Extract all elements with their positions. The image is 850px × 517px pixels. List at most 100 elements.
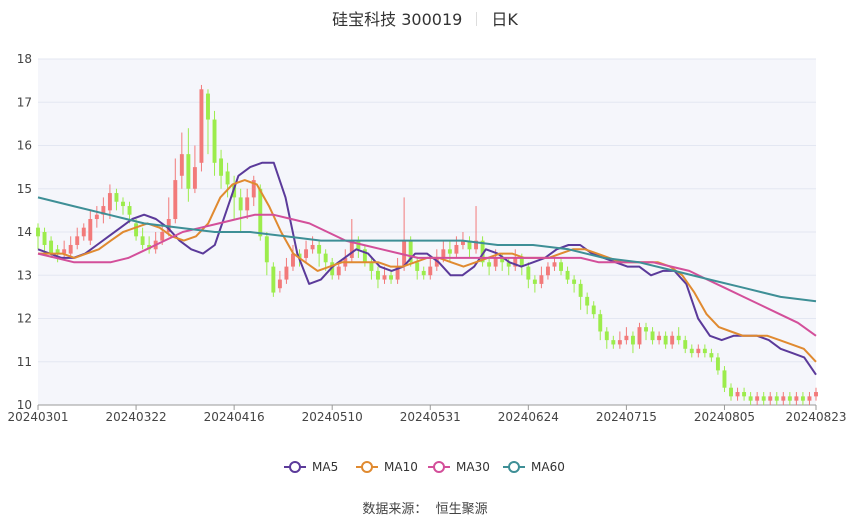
candle-body bbox=[572, 279, 577, 284]
y-tick-label: 16 bbox=[17, 139, 32, 153]
candle-body bbox=[349, 240, 354, 258]
candle-body bbox=[225, 171, 230, 185]
candle-body bbox=[657, 335, 662, 341]
candle-body bbox=[415, 262, 420, 271]
candle-body bbox=[748, 396, 753, 401]
candle-body bbox=[689, 348, 694, 354]
legend-label: MA5 bbox=[312, 460, 338, 474]
candle-body bbox=[271, 266, 276, 293]
candle-body bbox=[807, 396, 812, 401]
legend-label: MA60 bbox=[531, 460, 565, 474]
candle-body bbox=[75, 236, 80, 245]
candle-body bbox=[532, 279, 537, 284]
candle-body bbox=[513, 257, 518, 267]
candle-body bbox=[376, 270, 380, 280]
candle-body bbox=[545, 266, 550, 276]
candle-body bbox=[264, 236, 269, 263]
x-tick-label: 20240322 bbox=[106, 410, 167, 424]
candle-body bbox=[526, 266, 531, 280]
candle-body bbox=[774, 396, 779, 401]
candle-body bbox=[88, 219, 93, 241]
candle-body bbox=[591, 305, 596, 315]
x-tick-label: 20240301 bbox=[7, 410, 68, 424]
candle-body bbox=[389, 275, 394, 280]
candle-body bbox=[709, 353, 714, 358]
candle-body bbox=[94, 214, 99, 220]
chart-title: 硅宝科技 300019 日K bbox=[0, 6, 850, 30]
candle-body bbox=[179, 154, 184, 176]
candle-body bbox=[421, 270, 426, 276]
candle-body bbox=[107, 193, 112, 211]
candle-body bbox=[604, 331, 609, 341]
chart-title-period: 日K bbox=[491, 10, 518, 29]
y-tick-label: 15 bbox=[17, 182, 32, 196]
candle-body bbox=[238, 197, 243, 211]
kline-chart: 10 11 12 13 14 15 16 17 18 20240301 20240322 202404… bbox=[7, 52, 846, 474]
y-tick-label: 13 bbox=[17, 268, 32, 282]
legend-marker bbox=[289, 461, 301, 473]
candle-body bbox=[715, 357, 720, 371]
candle-body bbox=[598, 314, 603, 332]
candle-body bbox=[330, 262, 335, 276]
candle-body bbox=[55, 249, 60, 254]
candle-body bbox=[317, 244, 322, 254]
candle-body bbox=[663, 335, 668, 345]
data-source-name: 恒生聚源 bbox=[435, 502, 488, 517]
candle-body bbox=[42, 232, 47, 245]
candle-body bbox=[192, 167, 197, 189]
candle-body bbox=[800, 396, 805, 401]
candle-body bbox=[611, 340, 616, 345]
candle-body bbox=[251, 180, 256, 198]
candle-body bbox=[140, 236, 145, 245]
candle-body bbox=[617, 340, 622, 345]
candle-body bbox=[552, 262, 557, 267]
candle-body bbox=[794, 396, 799, 401]
legend-marker bbox=[508, 461, 520, 473]
y-tick-label: 11 bbox=[17, 355, 32, 369]
candle-body bbox=[487, 262, 492, 267]
candle-body bbox=[173, 180, 178, 220]
candle-body bbox=[768, 396, 773, 401]
candle-body bbox=[101, 206, 106, 215]
candle-body bbox=[539, 275, 544, 284]
x-tick-label: 20240715 bbox=[596, 410, 657, 424]
candle-body bbox=[683, 340, 688, 349]
candle-body bbox=[114, 193, 119, 202]
candle-body bbox=[127, 206, 132, 215]
candle-body bbox=[506, 262, 511, 267]
candle-body bbox=[670, 335, 675, 345]
legend-marker bbox=[433, 461, 445, 473]
candle-body bbox=[630, 335, 635, 345]
candle-body bbox=[395, 266, 400, 280]
candle-body bbox=[761, 396, 766, 401]
candle-body bbox=[284, 266, 289, 280]
x-tick-label: 20240510 bbox=[302, 410, 363, 424]
candle-body bbox=[467, 240, 472, 250]
x-tick-label: 20240624 bbox=[498, 410, 559, 424]
candle-body bbox=[68, 244, 73, 254]
candle-body bbox=[297, 253, 302, 258]
candle-body bbox=[447, 249, 452, 254]
candle-body bbox=[408, 240, 413, 263]
candle-body bbox=[814, 392, 818, 397]
y-tick-label: 14 bbox=[17, 225, 32, 239]
candle-body bbox=[578, 283, 583, 297]
candle-body bbox=[323, 253, 328, 263]
legend-marker bbox=[361, 461, 373, 473]
candle-body bbox=[134, 223, 139, 237]
candle-body bbox=[36, 227, 40, 237]
candle-body bbox=[62, 249, 67, 254]
candle-body bbox=[382, 275, 387, 280]
candle-body bbox=[362, 249, 367, 263]
candle-body bbox=[369, 262, 374, 271]
candle-body bbox=[291, 253, 295, 267]
candle-body bbox=[559, 262, 563, 271]
candle-body bbox=[702, 348, 707, 354]
x-tick-label: 20240823 bbox=[785, 410, 846, 424]
candle-body bbox=[519, 257, 524, 267]
candle-body bbox=[310, 244, 315, 250]
candle-body bbox=[304, 249, 309, 258]
candle-body bbox=[676, 335, 681, 341]
candle-body bbox=[199, 89, 204, 163]
y-tick-label: 10 bbox=[17, 398, 32, 412]
